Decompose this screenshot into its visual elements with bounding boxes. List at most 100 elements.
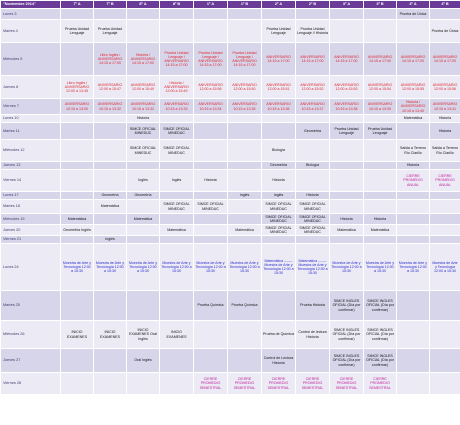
event-cell: SIMCE OFICIAL MINEDUC bbox=[261, 224, 296, 236]
event-cell: ANIVERSARIO 10:15 a 13:32 bbox=[126, 98, 160, 115]
empty-cell bbox=[193, 213, 228, 225]
event-cell: Prueba Unidad Lenguaje bbox=[363, 122, 397, 140]
empty-cell bbox=[396, 348, 430, 373]
event-cell: SIMCE OFICIAL MINEDUC bbox=[261, 199, 296, 214]
event-cell: SIMCE OFICIAL MINEDUC bbox=[159, 122, 194, 140]
event-cell: Muestra de Arte y Tecnología 12:00 a 15:… bbox=[159, 243, 194, 291]
empty-cell bbox=[159, 290, 194, 321]
empty-cell bbox=[126, 19, 160, 43]
event-cell: Salida a Terreno Río Clarillo bbox=[396, 139, 430, 162]
empty-cell bbox=[93, 372, 127, 395]
empty-cell bbox=[396, 224, 430, 236]
event-cell: ANIVERSARIO 12:00 a 15:50 bbox=[227, 75, 262, 99]
empty-cell bbox=[60, 235, 94, 244]
event-cell: ANIVERSARIO 12:00 a 15:54 bbox=[363, 75, 397, 99]
event-cell: Control de Lectura Historia bbox=[261, 348, 296, 373]
day-row: Miércoles 26 INICIO EXAMENES INICIO EXAMEN… bbox=[0, 320, 460, 349]
event-cell: Historia / ANIVERSARIO 12:00 a 15:49 bbox=[159, 75, 194, 99]
empty-cell bbox=[159, 213, 194, 225]
empty-cell bbox=[396, 199, 430, 214]
event-cell: ANIVERSARIO 10:15 a 13:35 bbox=[227, 98, 262, 115]
empty-cell bbox=[227, 213, 262, 225]
event-cell: Geometría Inglés bbox=[60, 224, 94, 236]
day-label: Martes 4 bbox=[0, 19, 61, 43]
event-cell: Muestra de Arte y Tecnología 12:00 a 15:… bbox=[60, 243, 94, 291]
event-cell: Matemática bbox=[363, 224, 397, 236]
empty-cell bbox=[126, 8, 160, 20]
header-row: "Noviembre 2014" 7º A 7º B 8º A 8º B 1º A 1º B… bbox=[0, 0, 460, 9]
event-cell: ANIVERSARIO 12:00 a 15:52 bbox=[295, 75, 330, 99]
empty-cell bbox=[193, 139, 228, 162]
empty-cell bbox=[159, 161, 194, 170]
event-cell: INICIO EXAMENES bbox=[159, 320, 194, 349]
event-cell: Prueba de Química bbox=[261, 320, 296, 349]
event-cell: Matemática ------- Muestra de Arte y Tec… bbox=[295, 243, 330, 291]
empty-cell bbox=[227, 320, 262, 349]
event-cell: Prueba de Única bbox=[429, 19, 460, 43]
month-title: "Noviembre 2014" bbox=[0, 0, 61, 9]
empty-cell bbox=[227, 348, 262, 373]
empty-cell bbox=[363, 191, 397, 200]
event-cell: Prueba de Única bbox=[396, 8, 430, 20]
event-cell: Prueba Unidad Lenguaje / ANIVERSARIO 14:… bbox=[159, 42, 194, 76]
event-cell: SIMCE OFICIAL MINEDUC bbox=[295, 224, 330, 236]
empty-cell bbox=[363, 161, 397, 170]
empty-cell bbox=[329, 114, 364, 123]
empty-cell bbox=[295, 8, 330, 20]
event-cell: Prueba Unidad Lenguaje / ANIVERSARIO 14:… bbox=[227, 42, 262, 76]
event-cell: ANIVERSARIO 10:15 a 13:34 bbox=[193, 98, 228, 115]
event-cell: ANIVERSARIO 12:00 a 15:47 bbox=[93, 75, 127, 99]
day-row: Viernes 21 Inglés bbox=[0, 235, 460, 244]
day-row: Martes 25 Prueba Química Prueba Química Pru… bbox=[0, 290, 460, 321]
event-cell: ANIVERSARIO 12:00 a 15:49 bbox=[126, 75, 160, 99]
empty-cell bbox=[193, 224, 228, 236]
empty-cell bbox=[329, 139, 364, 162]
event-cell: Geometría bbox=[261, 161, 296, 170]
event-cell: Muestra de Arte y Tecnología 12:00 a 15:… bbox=[329, 243, 364, 291]
event-cell: Matemática ------- Muestra de Arte y Tec… bbox=[261, 243, 296, 291]
empty-cell bbox=[159, 348, 194, 373]
event-cell: SIMCE INGLES OFICIAL (Día por confirmar) bbox=[329, 290, 364, 321]
event-cell: ANIVERSARIO 12:00 a 15:56 bbox=[429, 75, 460, 99]
event-cell: Historia bbox=[329, 213, 364, 225]
empty-cell bbox=[93, 348, 127, 373]
column-header: 8º A bbox=[126, 0, 160, 9]
empty-cell bbox=[396, 122, 430, 140]
event-cell: SIMCE INGLES OFICIAL (Día por confirmar) bbox=[363, 320, 397, 349]
empty-cell bbox=[261, 122, 296, 140]
event-cell: Inglés bbox=[126, 169, 160, 192]
empty-cell bbox=[429, 191, 460, 200]
event-cell: Historia bbox=[126, 114, 160, 123]
empty-cell bbox=[261, 114, 296, 123]
event-cell: CIERRE PROMEDIO ANUAL bbox=[396, 169, 430, 192]
event-cell: Matemática bbox=[329, 224, 364, 236]
event-cell: Prueba Unidad Lenguaje bbox=[261, 19, 296, 43]
event-cell: ANIVERSARIO 14:15 a 17:00 bbox=[329, 42, 364, 76]
empty-cell bbox=[329, 19, 364, 43]
empty-cell bbox=[60, 8, 94, 20]
event-cell: ANIVERSARIO 14:15 a 17:00 bbox=[261, 42, 296, 76]
event-cell: ANIVERSARIO 14:15 a 17:00 bbox=[363, 42, 397, 76]
event-cell: Prueba Unidad Lenguaje // Historia bbox=[295, 19, 330, 43]
day-row: Lunes 24 Muestra de Arte y Tecnología 12:… bbox=[0, 243, 460, 291]
empty-cell bbox=[60, 114, 94, 123]
empty-cell bbox=[159, 114, 194, 123]
event-cell: Salida a Terreno Río Clarillo bbox=[429, 139, 460, 162]
day-row: Martes 4 Prueba Unidad Lenguaje Prueba Uni… bbox=[0, 19, 460, 43]
empty-cell bbox=[159, 191, 194, 200]
column-header: 1º B bbox=[227, 0, 262, 9]
event-cell: SIMCE OFICIAL MINEDUC bbox=[126, 139, 160, 162]
column-header: 3º B bbox=[363, 0, 397, 9]
day-row: Jueves 13 Geometría Biología Historia bbox=[0, 161, 460, 170]
day-row: Martes 18 Matemática SIMCE OFICIAL MINEDUC… bbox=[0, 199, 460, 214]
event-cell: SIMCE INGLES OFICIAL (Día por confirmar) bbox=[363, 290, 397, 321]
empty-cell bbox=[93, 213, 127, 225]
column-header: 3º A bbox=[329, 0, 364, 9]
event-cell: Historia bbox=[295, 191, 330, 200]
event-cell: Historia / ANIVERSARIO 10:15 a 13:40 bbox=[396, 98, 430, 115]
empty-cell bbox=[396, 372, 430, 395]
day-label: Viernes 7 bbox=[0, 98, 61, 115]
empty-cell bbox=[193, 348, 228, 373]
empty-cell bbox=[227, 161, 262, 170]
empty-cell bbox=[363, 114, 397, 123]
